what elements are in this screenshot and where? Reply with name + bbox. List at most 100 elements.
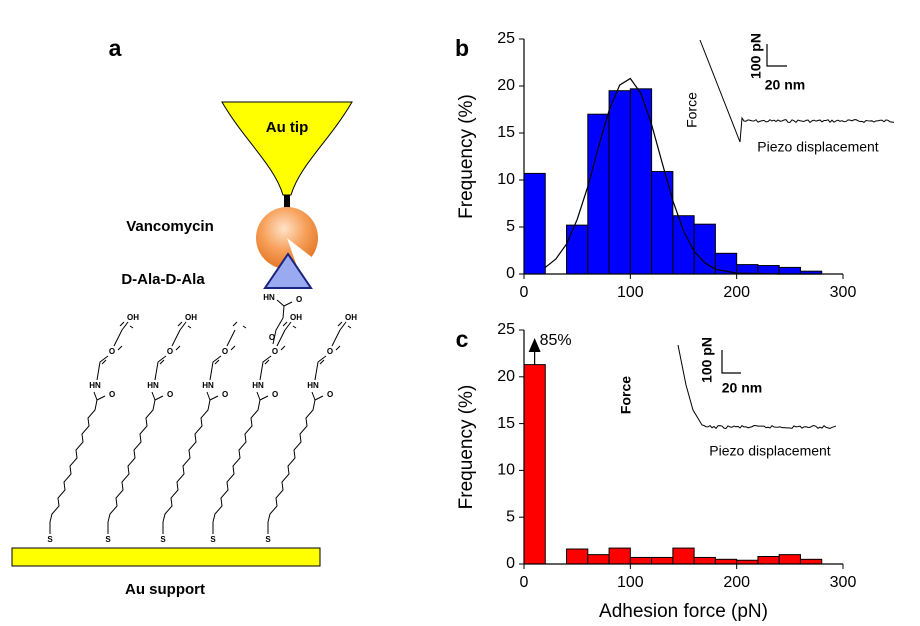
bar bbox=[651, 556, 674, 565]
scale-x-label: 20 nm bbox=[722, 380, 762, 396]
y-tick-label: 10 bbox=[497, 462, 515, 479]
bar bbox=[523, 364, 546, 565]
thiol-label: S bbox=[265, 535, 271, 544]
x-tick-label: 200 bbox=[723, 574, 750, 591]
bar bbox=[778, 266, 801, 275]
au-tip bbox=[221, 101, 353, 196]
bar bbox=[693, 223, 716, 275]
y-tick-label: 5 bbox=[506, 218, 515, 235]
polymer-bracket bbox=[101, 321, 134, 365]
amide-n-label: HN bbox=[89, 381, 101, 390]
scale-y-label: 100 pN bbox=[748, 33, 764, 79]
y-tick-label: 0 bbox=[506, 555, 515, 572]
polymer-bracket bbox=[159, 321, 192, 365]
panel-label: a bbox=[109, 35, 122, 61]
ether-label: O bbox=[109, 347, 115, 356]
hydroxyl-label: OH bbox=[345, 313, 357, 322]
inset-y-label: Force bbox=[684, 92, 700, 128]
amide-o-label: O bbox=[109, 390, 115, 399]
bar bbox=[523, 172, 546, 275]
annotation: 85% bbox=[540, 332, 572, 349]
x-tick-label: 0 bbox=[520, 284, 529, 301]
alkyl-chain bbox=[49, 399, 98, 534]
y-tick-label: 25 bbox=[497, 321, 515, 338]
amide-o-label: O bbox=[327, 390, 333, 399]
bar bbox=[629, 556, 653, 565]
bar bbox=[566, 548, 589, 565]
y-tick-label: 0 bbox=[506, 265, 515, 282]
carbonyl bbox=[311, 391, 324, 401]
carbonyl bbox=[256, 391, 269, 401]
spacer bbox=[259, 355, 272, 381]
hydroxyl-label: OH bbox=[185, 313, 197, 322]
bar bbox=[799, 558, 823, 565]
alkyl-chain bbox=[212, 399, 261, 534]
au-support bbox=[11, 547, 321, 567]
carbonyl bbox=[206, 391, 219, 401]
thiol-label: S bbox=[105, 535, 111, 544]
linker-amide-n: HN bbox=[263, 293, 275, 302]
amide-n-label: HN bbox=[147, 381, 159, 390]
scale-bar bbox=[721, 350, 741, 374]
y-axis-label: Frequency (%) bbox=[456, 385, 477, 510]
y-tick-label: 15 bbox=[497, 124, 515, 141]
x-tick-label: 100 bbox=[617, 284, 644, 301]
ether-label: O bbox=[272, 347, 278, 356]
amide-n-label: HN bbox=[202, 381, 214, 390]
ether-label: O bbox=[222, 347, 228, 356]
ether-label: O bbox=[327, 347, 333, 356]
bar bbox=[693, 556, 716, 565]
linker-ether: O bbox=[269, 333, 275, 342]
tip-stem bbox=[284, 195, 290, 208]
receptor-label: Vancomycin bbox=[126, 218, 214, 235]
hydroxyl-label: OH bbox=[127, 313, 139, 322]
x-tick-label: 200 bbox=[723, 284, 750, 301]
inset-y-label: Force bbox=[618, 376, 634, 414]
scale-y-label: 100 pN bbox=[699, 337, 715, 383]
y-tick-label: 5 bbox=[506, 508, 515, 525]
alkyl-chain bbox=[107, 399, 156, 534]
bar bbox=[651, 171, 674, 275]
thiol-label: S bbox=[47, 535, 53, 544]
panel-label: b bbox=[455, 35, 469, 61]
bar bbox=[757, 265, 780, 275]
linker-bond bbox=[272, 299, 293, 345]
binding-pocket bbox=[287, 238, 322, 275]
thiol-label: S bbox=[210, 535, 216, 544]
bar bbox=[587, 113, 610, 275]
polymer-bracket bbox=[264, 321, 297, 365]
carbonyl bbox=[93, 391, 106, 401]
bar bbox=[714, 558, 738, 565]
y-tick-label: 20 bbox=[497, 368, 515, 385]
amide-n-label: HN bbox=[307, 381, 319, 390]
alkyl-chain bbox=[267, 399, 316, 534]
bar bbox=[566, 224, 589, 275]
fit-curve bbox=[544, 77, 822, 275]
ligand-triangle bbox=[263, 252, 313, 289]
scale-bar bbox=[766, 44, 787, 67]
alkyl-chain bbox=[162, 399, 211, 534]
inset-x-label: Piezo displacement bbox=[757, 139, 879, 155]
force-curve bbox=[699, 39, 895, 143]
polymer-bracket bbox=[319, 321, 352, 365]
overflow-arrow-head bbox=[528, 338, 541, 352]
amide-o-label: O bbox=[222, 390, 228, 399]
bar bbox=[608, 90, 631, 275]
y-tick-label: 15 bbox=[497, 415, 515, 432]
amide-o-label: O bbox=[272, 390, 278, 399]
y-tick-label: 20 bbox=[497, 77, 515, 94]
x-axis-label: Adhesion force (pN) bbox=[599, 601, 768, 622]
hydroxyl-label: OH bbox=[290, 313, 302, 322]
x-tick-label: 0 bbox=[520, 574, 529, 591]
spacer bbox=[96, 355, 109, 381]
scale-x-label: 20 nm bbox=[765, 77, 805, 93]
bar bbox=[587, 554, 610, 565]
y-tick-label: 25 bbox=[497, 30, 515, 47]
bar bbox=[778, 554, 801, 565]
panel-label: c bbox=[456, 326, 469, 352]
inset-x-label: Piezo displacement bbox=[709, 443, 831, 459]
x-tick-label: 300 bbox=[830, 574, 857, 591]
x-tick-label: 100 bbox=[617, 574, 644, 591]
